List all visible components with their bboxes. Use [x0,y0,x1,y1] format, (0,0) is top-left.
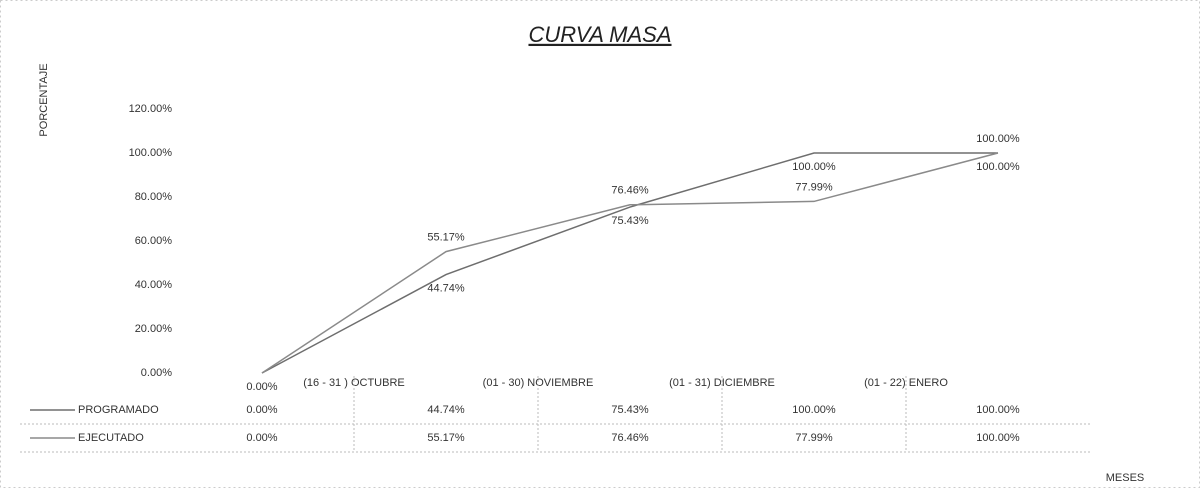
legend-label: EJECUTADO [78,432,144,444]
y-tick-label: 0.00% [141,367,172,379]
data-label: 100.00% [792,161,836,173]
y-tick-label: 80.00% [135,191,173,203]
y-tick-label: 100.00% [129,147,173,159]
y-tick-label: 120.00% [129,103,173,115]
x-tick-label: (01 - 31) DICIEMBRE [669,377,775,389]
data-label: 76.46% [611,185,649,197]
y-tick-label: 20.00% [135,323,173,335]
table-cell: 55.17% [427,432,465,444]
table-cell: 100.00% [976,432,1020,444]
data-label: 44.74% [427,282,465,294]
chart-title: CURVA MASA [528,22,671,47]
data-label: 0.00% [246,381,277,393]
y-tick-label: 60.00% [135,235,173,247]
data-label: 55.17% [427,232,465,244]
series-line [261,152,998,374]
legend-label: PROGRAMADO [78,404,159,416]
data-label: 75.43% [611,215,649,227]
x-tick-label: (01 - 22) ENERO [864,377,948,389]
y-tick-label: 40.00% [135,279,173,291]
table-cell: 0.00% [246,432,277,444]
data-label: 77.99% [795,181,833,193]
y-axis-label: PORCENTAJE [38,63,50,136]
table-cell: 76.46% [611,432,649,444]
table-cell: 77.99% [795,432,833,444]
table-cell: 100.00% [976,404,1020,416]
x-tick-label: (16 - 31 ) OCTUBRE [303,377,404,389]
data-label: 100.00% [976,161,1020,173]
table-cell: 44.74% [427,404,465,416]
table-cell: 100.00% [792,404,836,416]
data-label: 100.00% [976,133,1020,145]
x-tick-label: (01 - 30) NOVIEMBRE [483,377,594,389]
series-line [261,152,999,374]
x-axis-label: MESES [1106,472,1145,484]
table-cell: 0.00% [246,404,277,416]
table-cell: 75.43% [611,404,649,416]
